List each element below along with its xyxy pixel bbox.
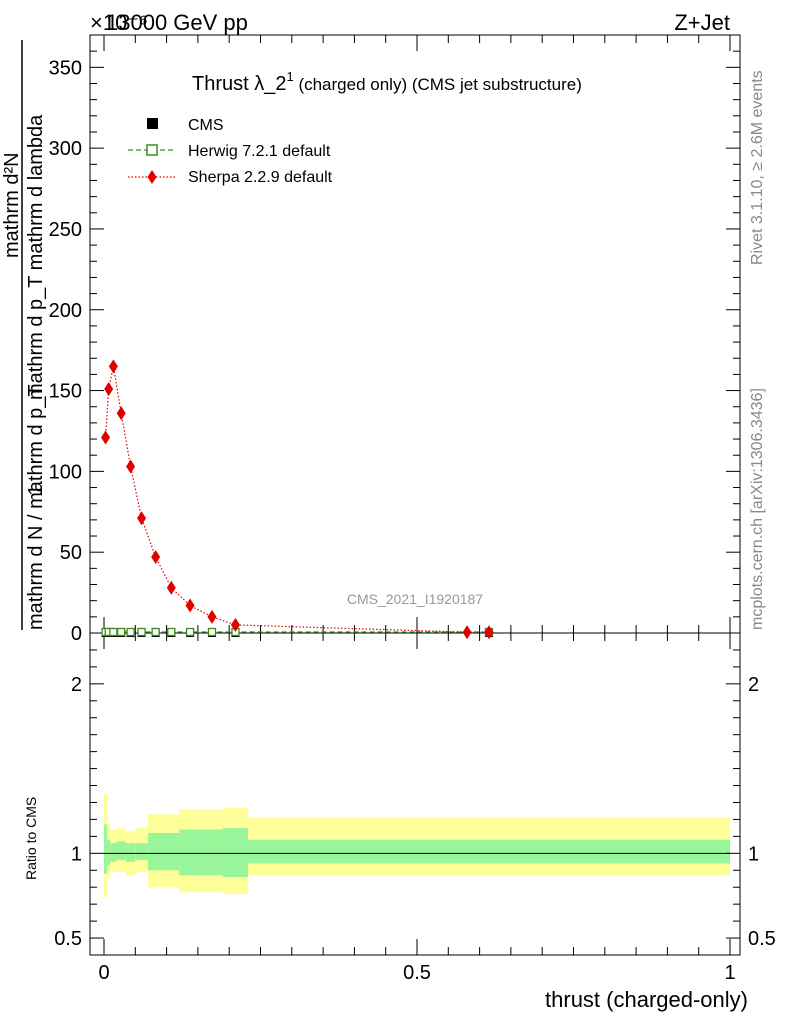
sherpa-point <box>185 598 195 613</box>
legend-cms-label: CMS <box>188 117 224 134</box>
ratio-inner-band <box>163 832 180 871</box>
y-tick-label: 50 <box>60 542 82 564</box>
ylabel-denom: mathrm d p_T mathrm d lambda <box>25 114 47 400</box>
y-tick-label: 0 <box>71 623 82 645</box>
ylabel-numer: mathrm d²N <box>1 152 23 258</box>
sherpa-point <box>116 406 126 421</box>
sherpa-point <box>462 625 472 640</box>
exponent-label: ×10⁻⁶ <box>90 10 148 35</box>
ratio-inner-band <box>125 843 136 862</box>
sherpa-point <box>108 359 118 374</box>
sherpa-point <box>137 511 147 526</box>
ratio-inner-band <box>110 843 117 862</box>
ratio-inner-band <box>135 843 148 861</box>
ratio-inner-band <box>222 827 248 878</box>
legend-herwig-marker <box>146 144 158 156</box>
energy-label: 13000 GeV pp <box>106 10 248 35</box>
y-tick-label: 300 <box>49 138 82 160</box>
x-tick-label: 0.5 <box>403 962 431 984</box>
y-tick-label: 150 <box>49 381 82 403</box>
ylabel-prefix: 1 <box>25 484 47 495</box>
herwig-point <box>207 627 217 637</box>
plot-title: Thrust λ_21 (charged only) (CMS jet subs… <box>192 69 582 95</box>
sherpa-point <box>230 617 240 632</box>
herwig-point <box>109 627 118 637</box>
herwig-point <box>137 627 146 637</box>
y-tick-label: 250 <box>49 219 82 241</box>
ratio-tick-label-right: 1 <box>748 843 759 865</box>
main-y-ticks: 0 50 100 150 200 250 300 350 <box>49 50 740 645</box>
process-label: Z+Jet <box>674 10 730 35</box>
legend-herwig-label: Herwig 7.2.1 default <box>188 143 331 160</box>
y-tick-label: 100 <box>49 461 82 483</box>
ratio-tick-label: 1 <box>71 843 82 865</box>
ratio-inner-band <box>179 829 202 876</box>
ratio-tick-label: 0.5 <box>54 928 82 950</box>
ratio-tick-label: 2 <box>71 674 82 696</box>
y-tick-label: 350 <box>49 57 82 79</box>
herwig-point <box>185 627 195 637</box>
ratio-inner-band <box>116 841 126 861</box>
ratio-bands <box>104 794 731 898</box>
legend-cms-marker <box>147 118 158 129</box>
sherpa-point <box>104 381 114 396</box>
title-sup: 1 <box>286 69 293 84</box>
y-axis-label: 1 mathrm d N / mathrm d p_T mathrm d²N m… <box>1 40 47 630</box>
ratio-y-ticks: 0.5 0.5 1 1 2 2 <box>54 649 776 950</box>
sherpa-point <box>207 609 217 624</box>
herwig-point <box>151 627 160 637</box>
sherpa-point <box>484 625 494 640</box>
x-tick-label: 1 <box>724 962 735 984</box>
sherpa-point <box>151 550 161 565</box>
legend-sherpa-marker <box>147 170 157 184</box>
herwig-point <box>117 627 126 637</box>
ratio-inner-band <box>107 839 111 866</box>
ratio-inner-band <box>247 839 731 864</box>
sherpa-point <box>166 580 176 595</box>
x-axis-label: thrust (charged-only) <box>545 987 748 1012</box>
analysis-watermark: CMS_2021_I1920187 <box>347 591 483 607</box>
ratio-y-label: Ratio to CMS <box>23 797 39 880</box>
ratio-frame <box>89 632 741 956</box>
title-main: Thrust λ_2 <box>192 73 286 95</box>
ratio-tick-label-right: 2 <box>748 674 759 696</box>
y-tick-label: 200 <box>49 300 82 322</box>
sherpa-point <box>101 430 111 445</box>
rivet-label: Rivet 3.1.10, ≥ 2.6M events <box>749 70 766 265</box>
ratio-inner-band <box>104 824 108 874</box>
legend-sherpa-label: Sherpa 2.2.9 default <box>188 169 333 186</box>
ylabel-prefix-den: mathrm d N / mathrm d p_T <box>25 384 47 630</box>
herwig-point <box>126 627 135 637</box>
herwig-point <box>167 627 176 637</box>
mcplots-label: mcplots.cern.ch [arXiv:1306.3436] <box>749 388 766 630</box>
ratio-inner-band <box>201 829 223 876</box>
x-tick-label: 0 <box>98 962 109 984</box>
title-suffix: (charged only) (CMS jet substructure) <box>294 75 582 94</box>
sherpa-point <box>126 459 136 474</box>
series-layer <box>101 359 494 640</box>
ratio-inner-band <box>147 832 164 871</box>
legend: CMS Herwig 7.2.1 default Sherpa 2.2.9 de… <box>128 117 333 186</box>
ratio-tick-label-right: 0.5 <box>748 928 776 950</box>
